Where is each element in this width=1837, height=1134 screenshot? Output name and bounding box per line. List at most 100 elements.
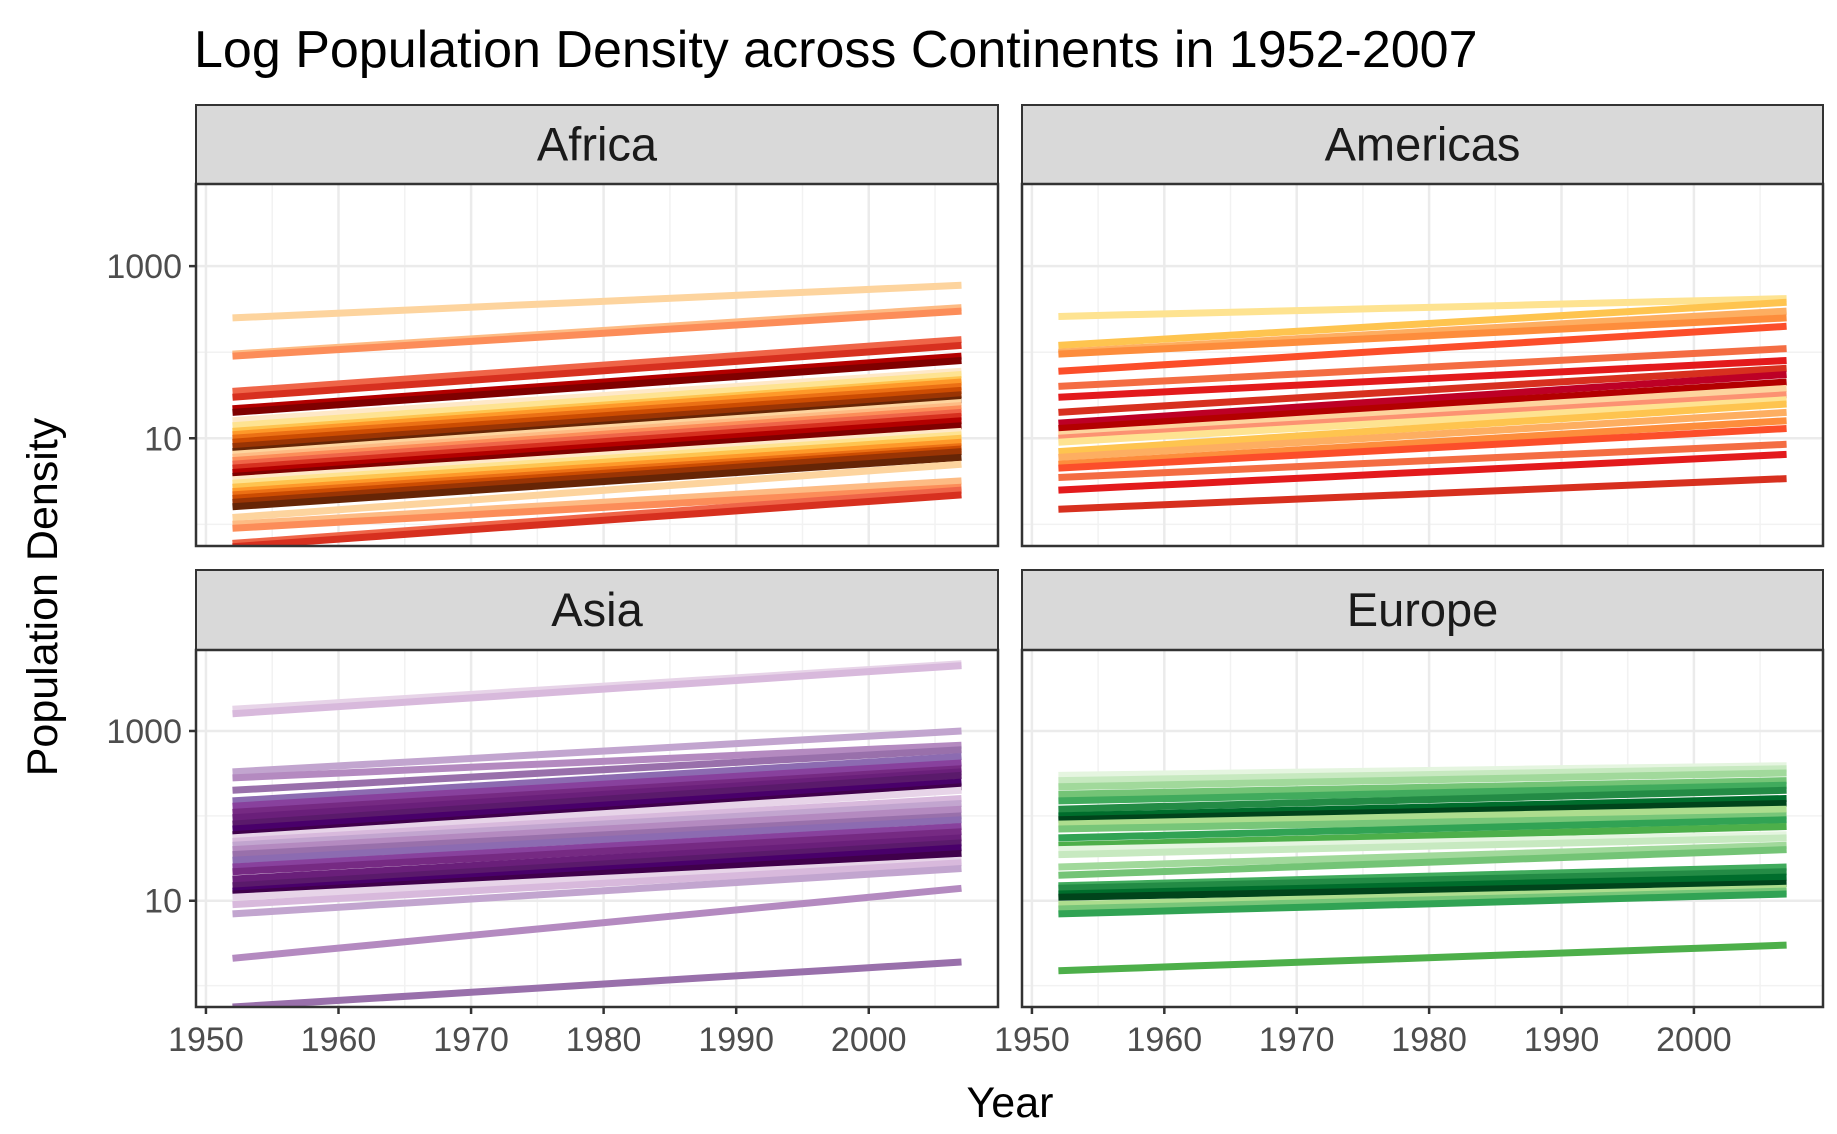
series-line (232, 884, 962, 962)
panel-border (194, 648, 1000, 1009)
facet-strip (1021, 104, 1824, 185)
series-line (1058, 841, 1787, 871)
series-line (1058, 765, 1787, 785)
x-tick-label: 1980 (1391, 1021, 1467, 1059)
series-line (232, 778, 962, 833)
series-line (232, 786, 962, 842)
series-line (1058, 868, 1787, 892)
series-line (232, 753, 962, 805)
series-line (232, 727, 962, 776)
series-line (232, 460, 962, 521)
series-line (1058, 384, 1787, 439)
series-line (232, 795, 962, 845)
series-line (1058, 400, 1787, 456)
series-lines (232, 281, 962, 546)
y-tick-label: 10 (144, 420, 182, 458)
y-axis-title: Population Density (19, 417, 67, 776)
x-tick-label: 1950 (168, 1021, 244, 1059)
series-line (232, 352, 962, 413)
series-line (232, 382, 962, 442)
series-line (1058, 823, 1787, 849)
series-line (232, 828, 962, 876)
series-line (1058, 846, 1787, 879)
series-line (232, 800, 962, 849)
facet-strip-label: Americas (1325, 118, 1521, 171)
series-line (1058, 816, 1787, 842)
panel-border (194, 182, 1000, 548)
series-line (232, 386, 962, 446)
series-line (1058, 391, 1787, 442)
series-line (232, 850, 962, 898)
series-line (232, 431, 962, 487)
x-tick-label: 1970 (433, 1021, 509, 1059)
series-line (232, 741, 962, 782)
series-line (1058, 786, 1787, 813)
series-line (1058, 873, 1787, 898)
series-line (232, 771, 962, 828)
x-tick-label: 1980 (566, 1021, 642, 1059)
series-line (232, 958, 962, 1007)
series-line (232, 759, 962, 810)
series-line (1058, 834, 1787, 859)
series-line (232, 405, 962, 465)
series-line (1058, 440, 1787, 481)
series-line (232, 408, 962, 468)
facet-strip-label: Asia (551, 583, 643, 636)
facet-strip (1021, 569, 1824, 651)
facet-panel-africa: Africa 10 1000 (106, 104, 1000, 548)
x-tick-label: 2000 (831, 1021, 907, 1059)
x-tick-label: 1960 (1127, 1021, 1203, 1059)
series-line (232, 434, 962, 491)
facet-strip (195, 569, 999, 651)
facet-panel-americas: Americas (1020, 104, 1825, 548)
series-lines (1058, 295, 1787, 513)
series-line (1058, 890, 1787, 918)
series-line (1058, 396, 1787, 446)
series-line (232, 477, 962, 528)
x-tick-label: 1960 (301, 1021, 377, 1059)
series-line (1058, 364, 1787, 416)
series-line (232, 307, 962, 360)
series-line (232, 412, 962, 472)
series-line (1058, 378, 1787, 432)
series-line (1058, 298, 1787, 349)
facet-strip (195, 104, 999, 185)
series-line (232, 491, 962, 546)
series-line (1058, 371, 1787, 427)
series-line (1058, 295, 1787, 320)
series-line (1058, 450, 1787, 494)
series-line (232, 336, 962, 395)
series-line (1058, 345, 1787, 390)
series-line (232, 371, 962, 430)
series-line (232, 859, 962, 909)
series-line (232, 823, 962, 871)
series-line (232, 865, 962, 918)
series-line (1058, 425, 1787, 472)
series-line (1058, 417, 1787, 468)
x-tick-label: 2000 (1656, 1021, 1732, 1059)
series-line (232, 341, 962, 401)
series-line (1058, 795, 1787, 820)
series-line (1058, 879, 1787, 901)
series-line (232, 834, 962, 883)
series-line (1058, 941, 1787, 975)
facet-strip-label: Europe (1347, 583, 1499, 636)
y-tick-label: 10 (144, 883, 182, 921)
series-line (232, 839, 962, 890)
x-tick-label: 1990 (698, 1021, 774, 1059)
series-line (232, 746, 962, 794)
panel-border (1020, 182, 1825, 548)
series-line (1058, 357, 1787, 401)
series-line (232, 453, 962, 511)
facet-panel-asia: Asia 10 1000 1950 1960 1970 1980 1990 2000 (106, 569, 1000, 1059)
series-line (1058, 777, 1787, 798)
series-line (1058, 322, 1787, 375)
series-line (1058, 475, 1787, 513)
x-axis-title: Year (967, 1079, 1054, 1127)
series-line (232, 357, 962, 416)
y-tick-label: 1000 (106, 248, 182, 286)
series-line (232, 662, 962, 718)
x-tick-label: 1970 (1259, 1021, 1335, 1059)
series-line (1058, 314, 1787, 358)
